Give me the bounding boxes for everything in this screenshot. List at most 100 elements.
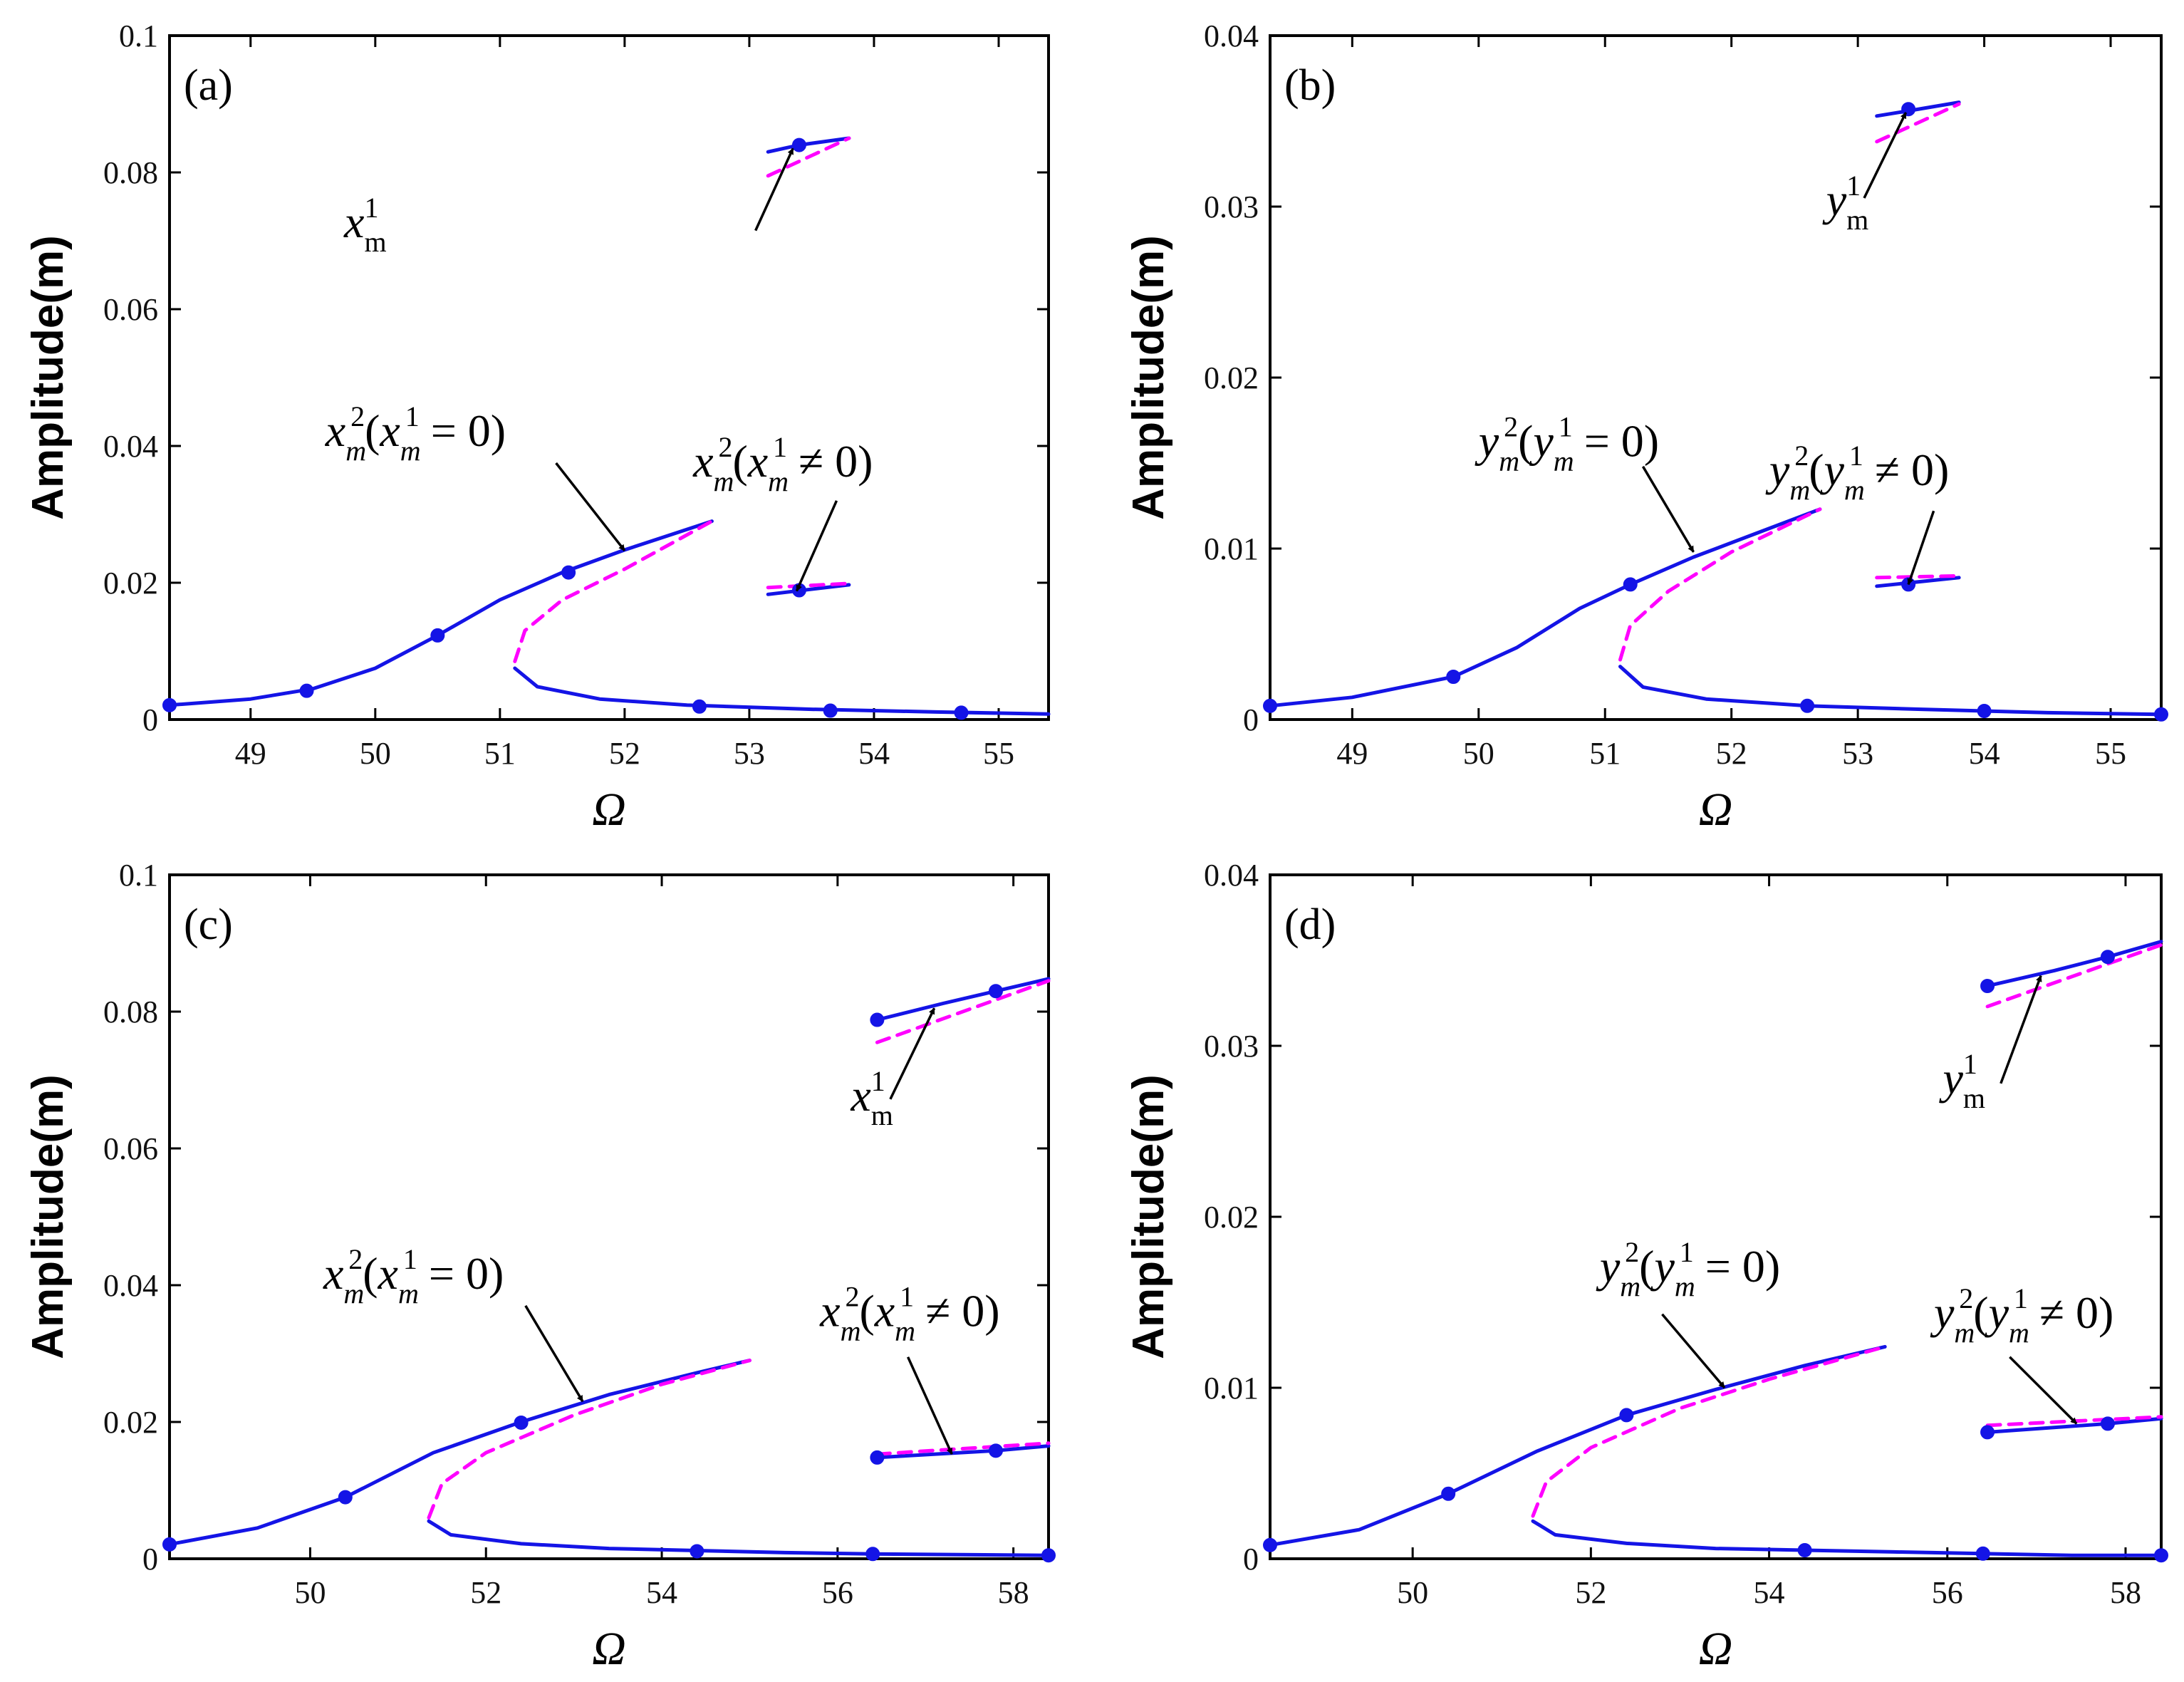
stable-series-line xyxy=(1875,576,1961,588)
stable-series-line xyxy=(1268,507,1822,708)
data-point-marker xyxy=(870,1012,885,1027)
panel-label: (a) xyxy=(184,61,233,110)
x-tick-label: 58 xyxy=(2110,1575,2141,1610)
y-tick-label: 0.08 xyxy=(103,155,158,190)
x-tick-label: 54 xyxy=(858,736,890,771)
annotation-arrow xyxy=(2009,1356,2078,1425)
unstable-series-line xyxy=(875,1441,1051,1456)
annotation-label: ym2(ym1 = 0) xyxy=(1596,1236,1780,1302)
x-axis-label: Ω xyxy=(592,784,626,836)
x-tick-label: 50 xyxy=(294,1575,326,1610)
annotation-label: xm2(xm1 = 0) xyxy=(325,400,506,467)
y-tick-label: 0.04 xyxy=(1204,19,1259,53)
data-point-marker xyxy=(1800,698,1815,713)
x-tick-label: 53 xyxy=(1842,736,1873,771)
x-axis-label: Ω xyxy=(592,1623,626,1675)
annotation-label: xm2(xm1 ≠ 0) xyxy=(819,1281,999,1347)
plot-frame xyxy=(168,34,1050,721)
data-point-marker xyxy=(2100,1416,2115,1431)
x-tick-label: 51 xyxy=(1589,736,1621,771)
x-axis-label: Ω xyxy=(1699,1623,1733,1675)
data-point-marker xyxy=(1980,1425,1995,1440)
x-tick-label: 49 xyxy=(1336,736,1368,771)
y-tick-label: 0.04 xyxy=(1204,858,1259,893)
x-tick-label: 54 xyxy=(1969,736,2000,771)
y-tick-label: 0.03 xyxy=(1204,190,1259,224)
unstable-series-line xyxy=(513,519,714,663)
data-point-marker xyxy=(1797,1543,1812,1557)
annotation-label: xm2(xm1 ≠ 0) xyxy=(692,431,873,497)
unstable-series-line xyxy=(766,581,851,590)
data-point-marker xyxy=(988,984,1003,999)
unstable-series-line xyxy=(875,979,1051,1044)
y-tick-label: 0 xyxy=(1243,1542,1259,1577)
x-tick-label: 56 xyxy=(822,1575,853,1610)
annotation-arrow xyxy=(889,1007,936,1100)
data-point-marker xyxy=(870,1450,885,1465)
x-tick-label: 52 xyxy=(1575,1575,1606,1610)
annotation-label: y1 m xyxy=(1822,170,1869,236)
data-point-marker xyxy=(299,683,314,698)
y-tick-label: 0.06 xyxy=(103,292,158,327)
data-point-marker xyxy=(865,1547,880,1562)
x-tick-label: 52 xyxy=(1716,736,1747,771)
data-point-marker xyxy=(1041,1548,1056,1563)
unstable-series-line xyxy=(1531,1344,1887,1518)
unstable-series-line xyxy=(766,136,851,178)
x-tick-label: 52 xyxy=(609,736,640,771)
x-axis-label: Ω xyxy=(1699,784,1733,836)
panel-c: 50 52 54 56 58 0 0.02 0.04 0.06 0.08 0.1 Ω Amplitude… xyxy=(24,858,1056,1675)
unstable-series-line xyxy=(1875,573,1961,580)
stable-series-line xyxy=(1268,1344,1887,1547)
x-tick-label: 55 xyxy=(2095,736,2126,771)
data-point-marker xyxy=(162,1537,177,1552)
y-tick-label: 0.01 xyxy=(1204,1371,1259,1406)
x-tick-label: 58 xyxy=(998,1575,1029,1610)
data-point-marker xyxy=(2100,950,2115,965)
data-point-marker xyxy=(1623,577,1638,592)
annotation-arrow xyxy=(1641,465,1695,553)
data-point-marker xyxy=(692,699,707,714)
unstable-series-line xyxy=(427,1359,752,1520)
annotation-label: ym2(ym1 = 0) xyxy=(1475,410,1659,477)
stable-series-line xyxy=(1985,940,2163,988)
panel-label: (d) xyxy=(1284,900,1336,949)
y-tick-label: 0 xyxy=(142,1542,158,1577)
panel-a: 49 50 51 52 53 54 55 0 0.02 0.04 0.06 0.08 0.1 Ω Ampli… xyxy=(24,19,1051,836)
x-tick-label: 56 xyxy=(1932,1575,1963,1610)
annotation-label: ym2(ym1 ≠ 0) xyxy=(1930,1282,2113,1349)
data-point-marker xyxy=(1977,704,1992,718)
x-tick-label: 50 xyxy=(1397,1575,1428,1610)
data-point-marker xyxy=(1263,698,1277,713)
y-tick-label: 0.1 xyxy=(119,19,158,53)
data-point-marker xyxy=(162,697,177,712)
y-tick-label: 0 xyxy=(142,702,158,737)
data-point-marker xyxy=(430,628,445,643)
x-tick-label: 51 xyxy=(484,736,516,771)
x-tick-label: 50 xyxy=(1463,736,1494,771)
data-point-marker xyxy=(988,1443,1003,1458)
data-point-marker xyxy=(1975,1546,1990,1561)
stable-series-line xyxy=(513,666,1051,716)
data-point-marker xyxy=(791,137,806,152)
plot-frame xyxy=(1269,34,2163,721)
panel-label: (b) xyxy=(1284,61,1336,110)
data-point-marker xyxy=(2154,1548,2168,1563)
stable-series-line xyxy=(875,977,1051,1022)
data-point-marker xyxy=(1441,1486,1456,1501)
data-point-marker xyxy=(1446,670,1461,684)
data-point-marker xyxy=(561,565,576,580)
annotation-arrow xyxy=(1907,510,1935,586)
panel-d: 50 52 54 56 58 0 0.01 0.02 0.03 0.04 Ω Amplitude(m)… xyxy=(1124,858,2168,1675)
panel-b: 49 50 51 52 53 54 55 0 0.01 0.02 0.03 0.04 Ω Amplitud… xyxy=(1124,19,2168,836)
data-point-marker xyxy=(338,1490,353,1505)
y-tick-label: 0.02 xyxy=(1204,360,1259,395)
annotation-arrow xyxy=(524,1304,584,1403)
y-tick-label: 0.04 xyxy=(103,429,158,464)
stable-series-line xyxy=(1618,665,2163,717)
y-tick-label: 0.08 xyxy=(103,995,158,1029)
annotation-label: x1 m xyxy=(850,1065,893,1131)
y-axis-label: Amplitude(m) xyxy=(1124,235,1173,520)
annotation-arrow xyxy=(1863,112,1908,199)
annotation-arrow xyxy=(754,147,794,232)
